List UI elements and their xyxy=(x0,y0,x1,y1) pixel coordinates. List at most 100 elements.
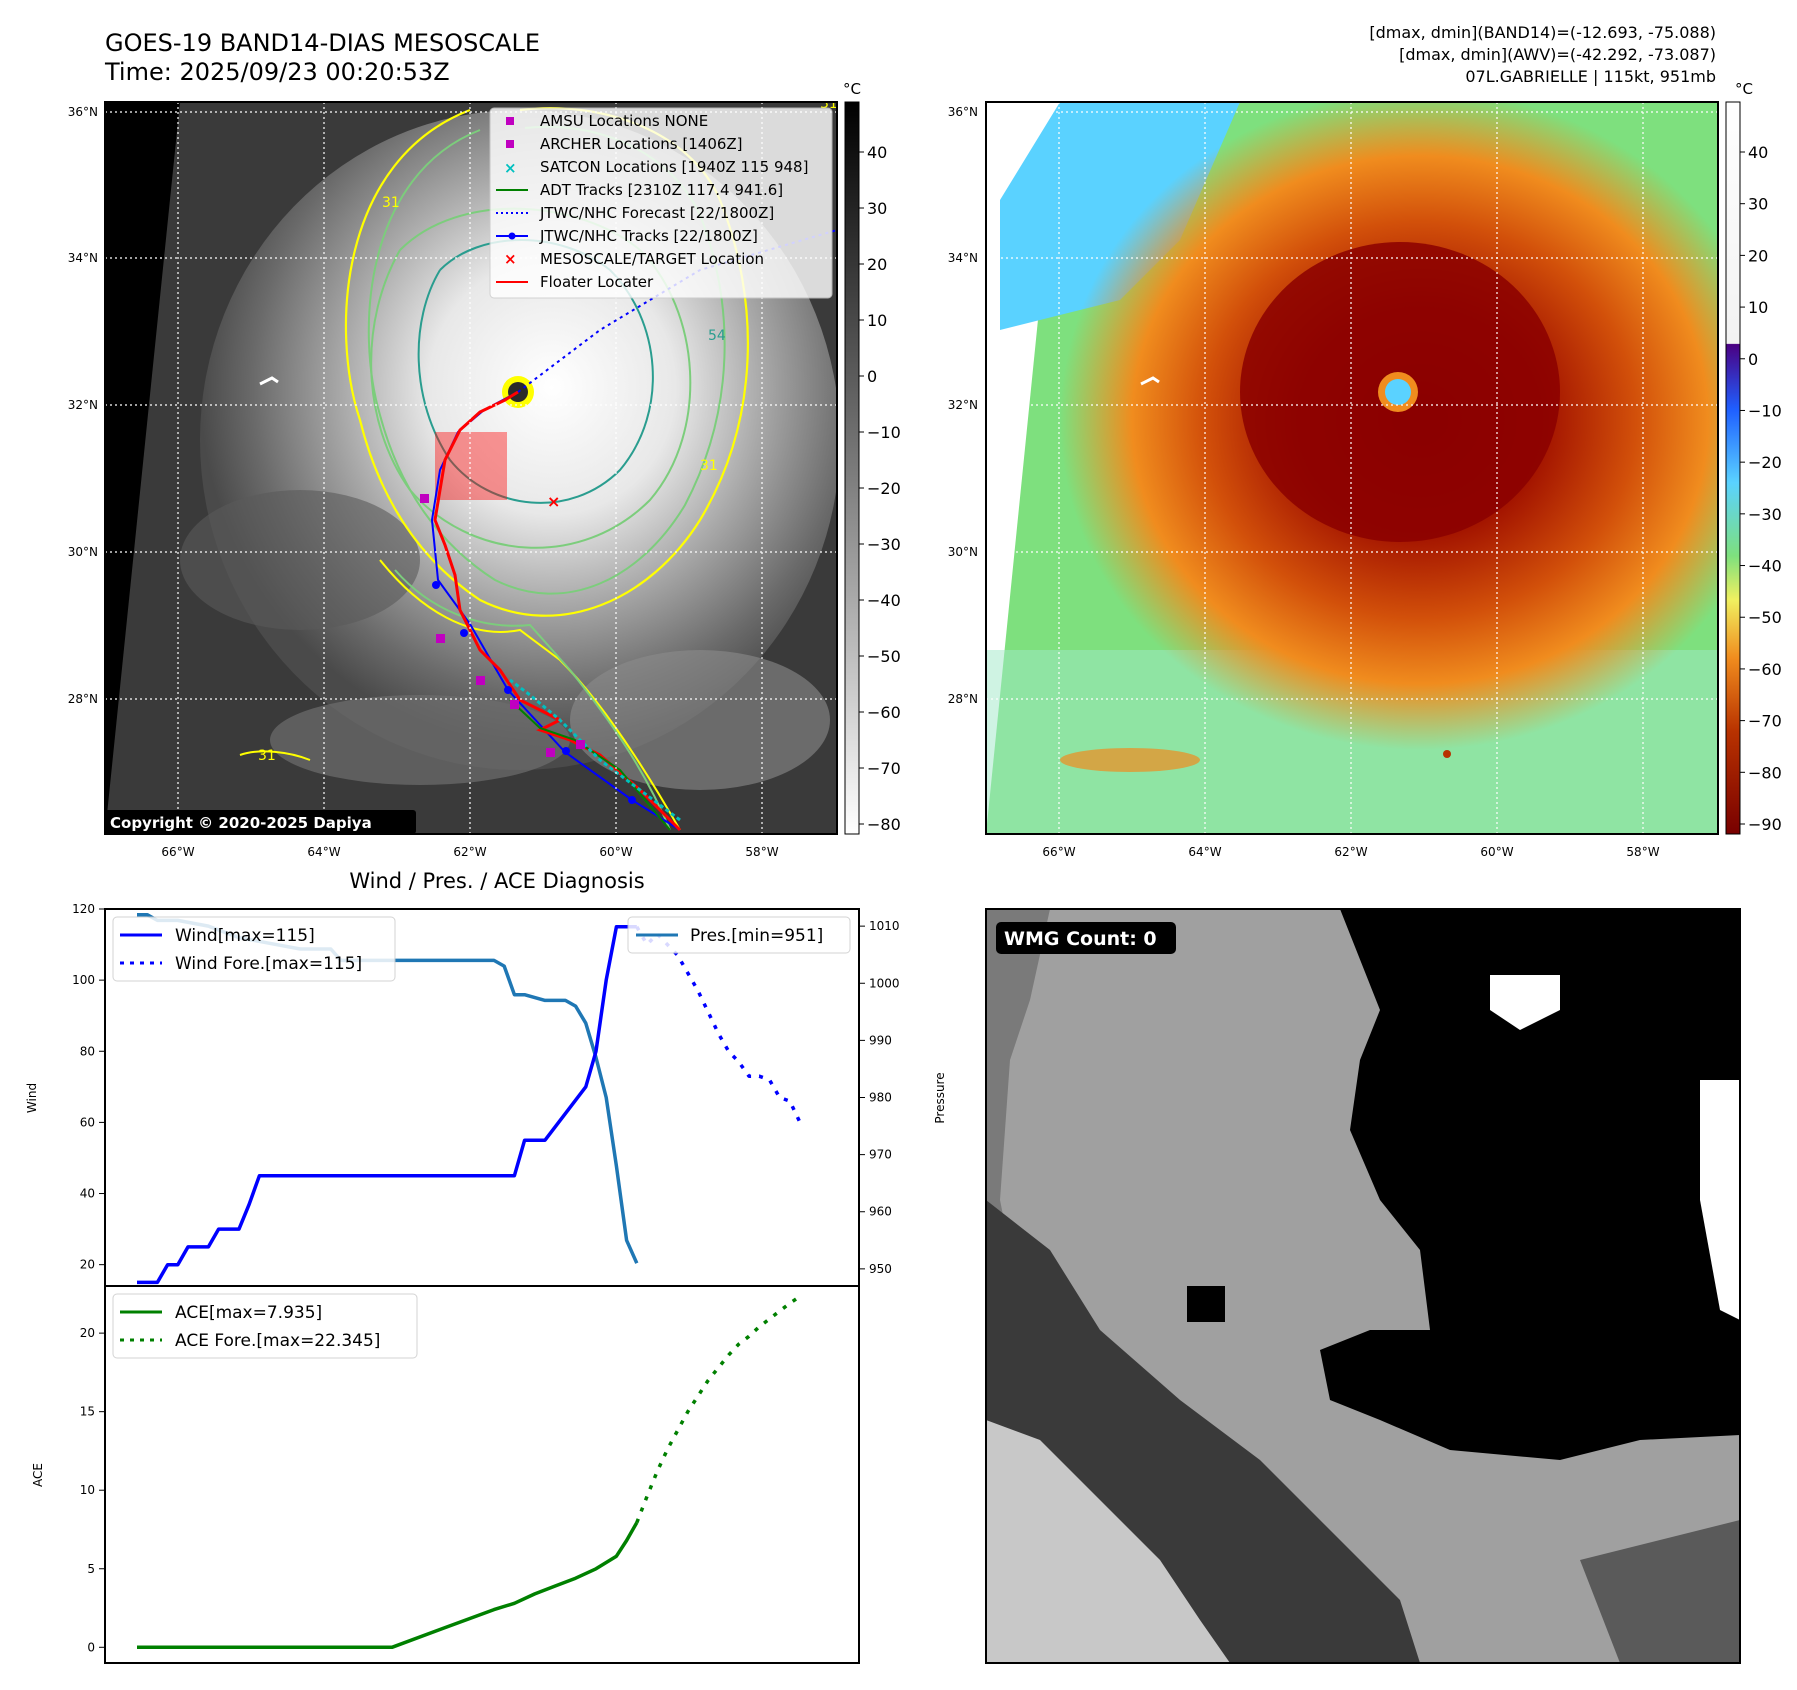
legend-target-marker: × xyxy=(504,250,517,268)
colorbar-tick-label: −80 xyxy=(867,815,901,834)
pressure-y-ticks: 1010 1000 990 980 970 960 950 xyxy=(859,919,900,1276)
wind-series-line xyxy=(137,925,637,1285)
wind-legend-label: Wind[max=115] xyxy=(175,926,315,946)
wind-tick-label: 20 xyxy=(80,1258,95,1272)
ir-colorbar-ticks: 40 30 20 10 0 −10 −20 −30 −40 −50 −60 −70 −80 xyxy=(859,143,901,834)
awv-lon-labels: 66°W 64°W 62°W 60°W 58°W xyxy=(1042,845,1659,859)
lat-label: 28°N xyxy=(948,692,978,706)
ir-frame xyxy=(104,101,838,835)
pressure-tick-label: 990 xyxy=(869,1033,892,1047)
track-point xyxy=(562,747,570,755)
ace-tick-label: 10 xyxy=(80,1483,95,1497)
legend-archer-marker xyxy=(506,140,514,148)
pressure-tick-label: 960 xyxy=(869,1205,892,1219)
colorbar-tick-label: 30 xyxy=(1748,195,1768,214)
copyright-text: Copyright © 2020-2025 Dapiya xyxy=(110,814,372,832)
contour-label: 31 xyxy=(382,195,400,211)
colorbar-tick-label: −50 xyxy=(1748,608,1782,627)
wmg-count-badge xyxy=(996,922,1176,954)
legend-adt: ADT Tracks [2310Z 117.4 941.6] xyxy=(540,181,783,199)
colorbar-tick-label: −10 xyxy=(867,423,901,442)
awv-lat-labels: 36°N 34°N 32°N 30°N 28°N xyxy=(948,105,978,706)
colorbar-tick-label: −30 xyxy=(1748,505,1782,524)
band14-range: [dmax, dmin](BAND14)=(-12.693, -75.088) xyxy=(1369,23,1716,42)
ir-colorbar-unit: °C xyxy=(843,80,861,98)
lat-label: 36°N xyxy=(68,105,98,119)
figure-title: GOES-19 BAND14-DIAS MESOSCALE xyxy=(105,29,540,57)
lat-label: 36°N xyxy=(948,105,978,119)
colorbar-tick-label: 40 xyxy=(867,143,887,162)
wind-tick-label: 80 xyxy=(80,1044,95,1058)
lon-label: 66°W xyxy=(1042,845,1075,859)
colorbar-tick-label: 20 xyxy=(1748,246,1768,265)
awv-colorbar-unit: °C xyxy=(1735,80,1753,98)
colorbar-tick-label: 0 xyxy=(867,367,877,386)
awv-eye xyxy=(1385,379,1411,405)
colorbar-tick-label: −30 xyxy=(867,535,901,554)
ace-series-group xyxy=(137,1294,801,1650)
legend-amsu-marker xyxy=(506,117,514,125)
archer-point xyxy=(476,676,485,685)
legend-target: MESOSCALE/TARGET Location xyxy=(540,250,764,268)
awv-panel: 36°N 34°N 32°N 30°N 28°N 66°W 64°W 62°W … xyxy=(948,80,1782,859)
colorbar-tick-label: −40 xyxy=(867,591,901,610)
colorbar-tick-label: 20 xyxy=(867,255,887,274)
ir-lon-labels: 66°W 64°W 62°W 60°W 58°W xyxy=(161,845,778,859)
ace-tick-label: 5 xyxy=(87,1562,95,1576)
pressure-ylabel: Pressure xyxy=(933,1072,947,1123)
ace-series-line xyxy=(137,1521,639,1650)
archer-point xyxy=(546,748,555,757)
wind-fore-legend-label: Wind Fore.[max=115] xyxy=(175,954,362,974)
floater-track-line xyxy=(433,390,682,832)
wmg-dark-region xyxy=(1320,909,1740,1460)
awv-range: [dmax, dmin](AWV)=(-42.292, -73.087) xyxy=(1399,45,1716,64)
copyright-badge xyxy=(104,810,416,834)
wmg-panel: WMG Count: 0 xyxy=(985,908,1741,1664)
track-point xyxy=(432,581,440,589)
awv-frame xyxy=(985,101,1719,835)
colorbar-tick-label: −70 xyxy=(867,759,901,778)
ir-cloud-band xyxy=(180,490,420,630)
lon-label: 66°W xyxy=(161,845,194,859)
archer-point xyxy=(510,700,519,709)
colorbar-tick-label: 10 xyxy=(867,311,887,330)
ace-ylabel: ACE xyxy=(31,1463,45,1487)
archer-point xyxy=(420,494,429,503)
lat-label: 30°N xyxy=(948,545,978,559)
colorbar-tick-label: −80 xyxy=(1748,763,1782,782)
pressure-legend-box xyxy=(627,916,851,954)
lon-label: 64°W xyxy=(1188,845,1221,859)
lon-label: 58°W xyxy=(1626,845,1659,859)
legend-satcon: SATCON Locations [1940Z 115 948] xyxy=(540,158,808,176)
archer-point xyxy=(436,634,445,643)
wmg-block xyxy=(1187,1286,1225,1322)
target-marker: × xyxy=(547,492,560,511)
wind-pressure-chart: 120 100 80 60 40 20 1010 1000 990 980 970 960 950 W… xyxy=(25,902,947,1287)
contour-label: 31 xyxy=(258,748,276,764)
adt-track-line xyxy=(509,699,671,831)
lon-label: 60°W xyxy=(1480,845,1513,859)
wind-legend-box xyxy=(112,916,396,982)
colorbar-tick-label: −60 xyxy=(867,703,901,722)
contour-yellow-small xyxy=(239,750,311,761)
figure-time: Time: 2025/09/23 00:20:53Z xyxy=(104,58,450,86)
track-point xyxy=(460,629,468,637)
lat-label: 34°N xyxy=(948,251,978,265)
colorbar-tick-label: 10 xyxy=(1748,298,1768,317)
wmg-light-region xyxy=(986,1420,1230,1663)
lon-label: 60°W xyxy=(599,845,632,859)
lat-label: 32°N xyxy=(68,398,98,412)
pressure-tick-label: 950 xyxy=(869,1262,892,1276)
legend-satcon-marker: × xyxy=(504,159,517,177)
ace-legend-label: ACE[max=7.935] xyxy=(175,1303,322,1323)
colorbar-tick-label: −60 xyxy=(1748,660,1782,679)
ir-no-data-wedge xyxy=(105,102,180,834)
lat-label: 32°N xyxy=(948,398,978,412)
colorbar-tick-label: 0 xyxy=(1748,350,1758,369)
pressure-tick-label: 980 xyxy=(869,1091,892,1105)
awv-colorbar xyxy=(1725,101,1741,835)
ace-tick-label: 20 xyxy=(80,1326,95,1340)
wind-tick-label: 40 xyxy=(80,1187,95,1201)
lon-label: 64°W xyxy=(307,845,340,859)
